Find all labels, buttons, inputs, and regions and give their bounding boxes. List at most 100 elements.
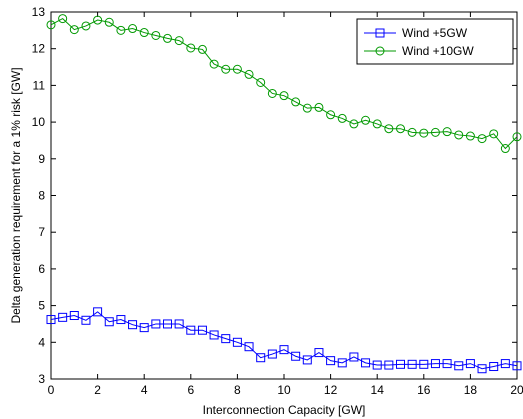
data-point — [209, 59, 219, 69]
data-point — [291, 97, 301, 107]
legend-box — [356, 18, 514, 65]
data-point — [500, 359, 510, 369]
data-point — [314, 348, 324, 358]
data-point — [361, 115, 371, 125]
y-tick-label: 8 — [38, 189, 45, 203]
data-point — [384, 124, 394, 134]
data-point — [128, 24, 138, 34]
data-point — [186, 325, 196, 335]
data-point — [46, 20, 56, 30]
data-point — [256, 353, 266, 363]
data-point — [163, 33, 172, 43]
data-point — [396, 359, 405, 369]
data-point — [128, 320, 138, 330]
data-point — [314, 102, 324, 112]
data-point — [442, 359, 452, 369]
data-point — [151, 30, 161, 40]
data-point — [419, 128, 429, 138]
data-point — [267, 88, 277, 98]
data-point — [337, 358, 347, 368]
x-tick-label: 4 — [141, 383, 148, 397]
data-point — [349, 352, 359, 362]
data-point — [116, 315, 126, 325]
x-tick-label: 8 — [234, 383, 241, 397]
data-point — [93, 307, 103, 317]
data-point — [512, 132, 522, 142]
data-point — [244, 69, 254, 79]
x-tick-label: 16 — [417, 383, 431, 397]
data-point — [58, 14, 68, 24]
series-1 — [46, 307, 522, 374]
data-point — [477, 134, 487, 144]
data-point — [489, 129, 499, 139]
y-tick-label: 12 — [32, 42, 46, 56]
y-tick-label: 5 — [38, 299, 45, 313]
data-point — [267, 349, 277, 359]
legend-marker — [375, 28, 385, 38]
x-tick-label: 14 — [371, 383, 385, 397]
y-tick-label: 10 — [32, 115, 46, 129]
data-point — [500, 144, 510, 154]
legend-label: Wind +10GW — [402, 44, 474, 58]
data-point — [186, 43, 196, 53]
data-point — [512, 361, 522, 371]
legend-label: Wind +5GW — [402, 26, 468, 40]
data-point — [407, 359, 417, 369]
y-tick-label: 13 — [32, 5, 46, 19]
data-point — [139, 323, 149, 333]
y-tick-label: 4 — [38, 335, 45, 349]
data-point — [442, 127, 452, 137]
legend-marker — [375, 46, 385, 56]
data-point — [372, 360, 382, 370]
data-point — [232, 64, 242, 74]
series-layer — [46, 14, 522, 374]
data-point — [104, 17, 114, 27]
data-point — [407, 127, 417, 137]
data-point — [454, 130, 464, 140]
x-tick-label: 2 — [94, 383, 101, 397]
data-point — [174, 319, 184, 329]
y-tick-label: 9 — [38, 152, 45, 166]
axis-ticks: 0 2 4 6 8 10 12 14 16 18 20 3 4 5 6 7 8 9 10 11 12 13 — [32, 5, 523, 397]
y-tick-label: 6 — [38, 262, 45, 276]
data-point — [104, 317, 114, 327]
data-point — [232, 337, 242, 347]
data-point — [361, 358, 371, 368]
y-tick-label: 11 — [33, 78, 46, 92]
data-point — [151, 319, 161, 329]
data-point — [81, 21, 91, 31]
x-tick-label: 6 — [187, 383, 194, 397]
data-point — [163, 319, 172, 329]
y-tick-label: 3 — [38, 372, 45, 386]
x-tick-label: 20 — [510, 383, 523, 397]
data-point — [58, 312, 68, 322]
legend: Wind +5GW Wind +10GW — [356, 18, 514, 65]
data-point — [326, 110, 336, 120]
data-point — [139, 28, 149, 38]
data-point — [454, 361, 464, 371]
data-point — [256, 77, 266, 87]
data-point — [197, 44, 207, 54]
data-point — [69, 311, 79, 321]
data-point — [279, 91, 289, 101]
x-tick-label: 18 — [464, 383, 478, 397]
data-point — [419, 359, 429, 369]
data-point — [372, 119, 382, 129]
data-point — [81, 315, 91, 325]
plot-area — [50, 11, 518, 380]
data-point — [465, 131, 475, 141]
x-tick-label: 0 — [48, 383, 55, 397]
x-tick-label: 10 — [277, 383, 291, 397]
data-point — [197, 325, 207, 335]
data-point — [244, 342, 254, 352]
data-point — [396, 124, 405, 134]
data-point — [302, 103, 312, 113]
data-point — [69, 25, 79, 35]
data-point — [302, 355, 312, 365]
data-point — [209, 330, 219, 340]
data-point — [326, 356, 336, 366]
data-point — [279, 345, 289, 355]
data-point — [349, 119, 359, 129]
data-point — [174, 36, 184, 46]
